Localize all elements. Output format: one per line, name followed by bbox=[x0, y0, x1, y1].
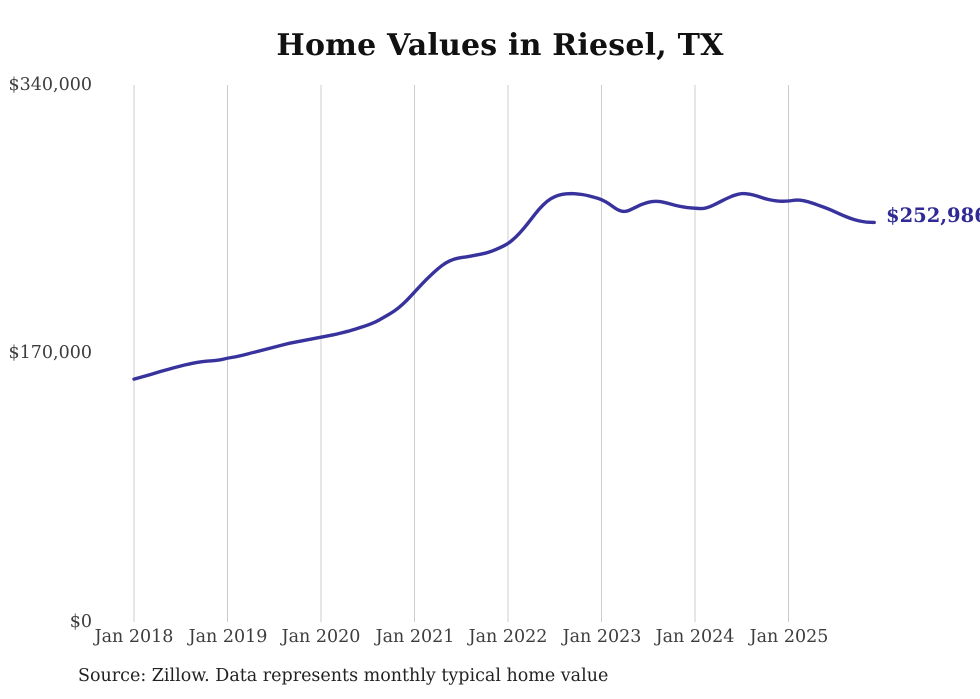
x-axis-tick-jan-2022: Jan 2022 bbox=[468, 627, 548, 647]
y-axis-tick-170000: $170,000 bbox=[8, 343, 92, 363]
chart-title: Home Values in Riesel, TX bbox=[276, 28, 724, 63]
x-axis-tick-jan-2020: Jan 2020 bbox=[281, 627, 361, 647]
x-axis-tick-jan-2018: Jan 2018 bbox=[94, 627, 174, 647]
x-axis-tick-jan-2025: Jan 2025 bbox=[749, 627, 829, 647]
y-axis-tick-340000: $340,000 bbox=[8, 75, 92, 95]
x-axis-tick-jan-2024: Jan 2024 bbox=[655, 627, 735, 647]
current-value-label: $252,986 bbox=[886, 204, 980, 227]
x-axis-tick-jan-2023: Jan 2023 bbox=[562, 627, 642, 647]
x-axis-tick-jan-2021: Jan 2021 bbox=[375, 627, 455, 647]
source-note: Source: Zillow. Data represents monthly … bbox=[78, 666, 609, 686]
x-axis-tick-jan-2019: Jan 2019 bbox=[188, 627, 268, 647]
y-axis-tick-0: $0 bbox=[69, 612, 92, 632]
home-value-line bbox=[132, 191, 876, 381]
vertical-gridlines bbox=[133, 85, 789, 622]
